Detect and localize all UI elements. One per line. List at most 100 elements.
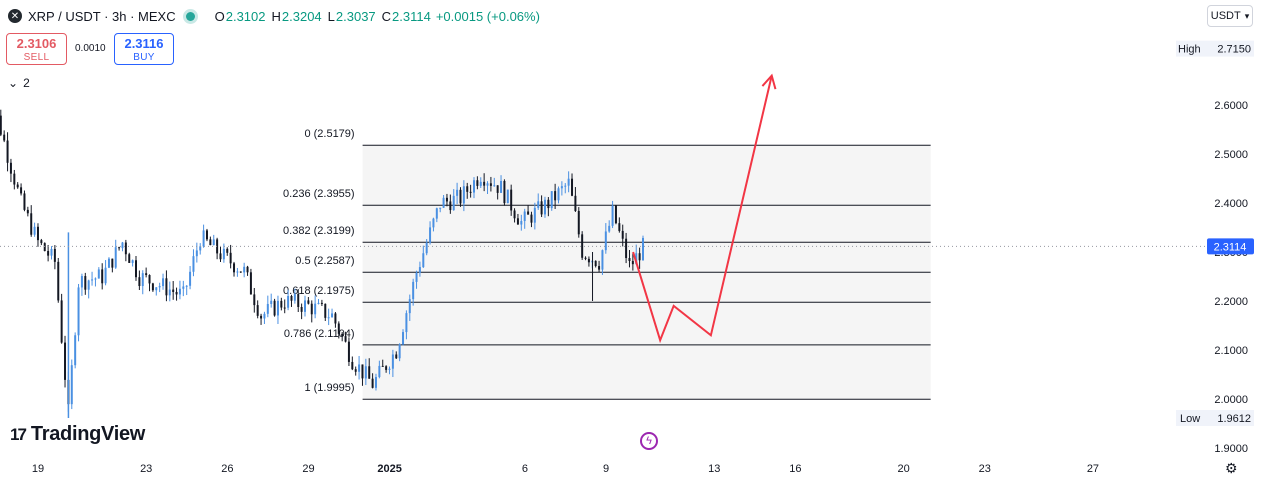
candle-body <box>395 354 398 359</box>
candle-body <box>361 364 364 379</box>
candle-body <box>148 275 151 284</box>
tradingview-logo[interactable]: 17 TradingView <box>10 423 145 446</box>
candle-body <box>412 281 415 300</box>
candle-body <box>337 323 340 334</box>
candle-body <box>216 239 219 254</box>
symbol-title[interactable]: XRP / USDT · 3h · MEXC <box>28 8 176 24</box>
candle-body <box>598 266 601 270</box>
candle-body <box>638 253 641 261</box>
xrp-logo-icon: ✕ <box>8 9 22 23</box>
candle-body <box>74 335 77 366</box>
spread-value: 0.0010 <box>75 43 106 54</box>
candle-body <box>385 366 388 370</box>
candle-body <box>9 162 12 174</box>
candle-body <box>124 242 127 255</box>
buy-button[interactable]: 2.3116 BUY <box>114 33 174 65</box>
buy-label: BUY <box>133 52 155 63</box>
candle-body <box>405 313 408 333</box>
fib-level-label: 0.382 (2.3199) <box>283 225 355 237</box>
candle-body <box>23 193 26 210</box>
x-tick-label: 6 <box>522 463 528 475</box>
tradingview-wordmark: TradingView <box>30 423 146 445</box>
candle-body <box>70 365 73 405</box>
price-axis[interactable]: 2.60002.50002.40002.30002.20002.10002.00… <box>0 40 1254 455</box>
fib-level-label: 0.618 (2.1975) <box>283 285 355 297</box>
candle-body <box>226 248 229 253</box>
low-marker-bg <box>1176 410 1254 427</box>
candle-body <box>202 230 205 247</box>
indicators-toggle[interactable]: ⌄ 2 <box>8 74 40 92</box>
candle-body <box>260 315 263 319</box>
candle-body <box>628 258 631 262</box>
candle-body <box>611 205 614 226</box>
candle-body <box>107 258 110 268</box>
candle-body <box>368 366 371 379</box>
candle-body <box>604 231 607 251</box>
candle-body <box>249 272 252 295</box>
candle-body <box>310 303 313 315</box>
candle-body <box>47 250 50 256</box>
projection-arrowhead <box>761 73 777 90</box>
candle-body <box>290 295 293 301</box>
candle-body <box>625 238 628 259</box>
candle-body <box>391 354 394 369</box>
y-tick-label: 2.5000 <box>1214 149 1248 161</box>
candle-body <box>402 332 405 345</box>
candle-body <box>530 214 533 223</box>
candle-body <box>452 195 455 211</box>
candle-body <box>422 253 425 268</box>
candle-body <box>331 313 334 318</box>
candle-body <box>0 115 2 135</box>
high-marker-label: High <box>1178 44 1201 56</box>
candle-body <box>165 278 168 296</box>
projection-line <box>632 75 773 344</box>
time-axis[interactable]: 19 23 26 29 2025 6 9 13 16 20 23 27 <box>32 463 1099 475</box>
chevron-down-icon: ▾ <box>1244 10 1250 21</box>
candle-body <box>594 260 597 267</box>
candle-body <box>459 189 462 204</box>
candle-body <box>135 260 137 278</box>
candle-body <box>581 234 584 258</box>
candle-body <box>141 273 144 287</box>
candle-body <box>347 341 350 362</box>
candle-body <box>293 294 296 301</box>
candle-body <box>364 366 367 379</box>
candle-body <box>145 273 148 276</box>
low-marker-label: Low <box>1180 413 1200 425</box>
candle-body <box>20 187 23 194</box>
gear-icon[interactable]: ⚙ <box>1225 460 1238 476</box>
x-tick-label: 16 <box>789 463 801 475</box>
candle-body <box>571 178 574 196</box>
candle-body <box>209 239 212 246</box>
candle-body <box>158 286 161 288</box>
lightning-icon[interactable]: ϟ <box>640 432 658 450</box>
candle-body <box>344 336 347 342</box>
candle-body <box>442 197 445 208</box>
sell-button[interactable]: 2.3106 SELL <box>6 33 67 65</box>
candle-body <box>168 289 171 296</box>
close-value: 2.3114 <box>392 8 431 24</box>
projection-path <box>632 73 777 344</box>
candle-body <box>642 237 644 261</box>
candle-body <box>101 269 104 284</box>
candle-body <box>456 189 459 196</box>
candle-body <box>192 256 195 272</box>
candle-body <box>429 227 432 243</box>
currency-label: USDT <box>1210 10 1241 22</box>
candle-body <box>57 261 60 301</box>
candle-body <box>43 243 46 251</box>
candle-body <box>439 207 442 209</box>
candle-body <box>131 260 134 263</box>
candle-body <box>50 248 53 256</box>
candle-body <box>36 226 39 241</box>
candle-body <box>540 201 543 215</box>
candle-body <box>354 369 357 372</box>
high-marker-bg <box>1176 40 1254 57</box>
fib-level-label: 0 (2.5179) <box>304 128 354 140</box>
currency-select[interactable]: USDT ▾ <box>1207 5 1253 27</box>
candle-body <box>280 300 283 308</box>
candle-body <box>432 218 435 228</box>
candle-body <box>222 248 225 260</box>
fib-level-label: 0.5 (2.2587) <box>295 255 354 267</box>
